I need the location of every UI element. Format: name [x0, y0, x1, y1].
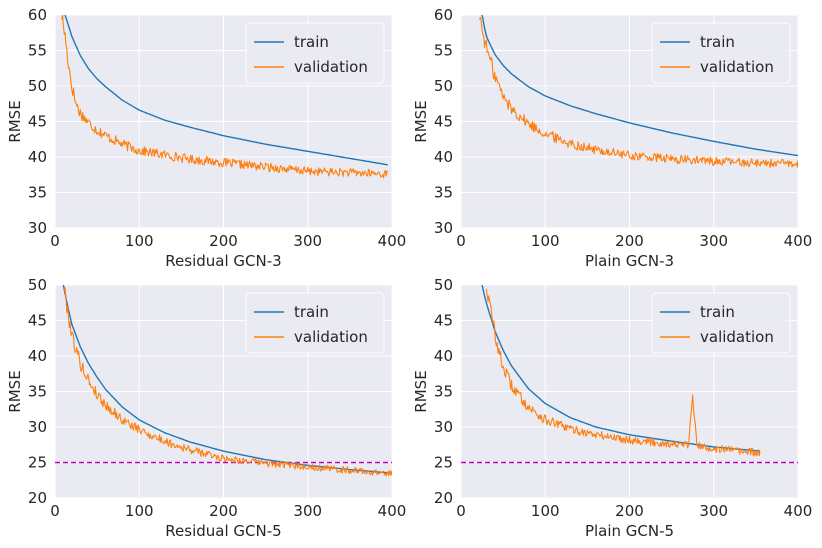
subplot-3: 0 100 200 300 400 20 25 30 35 40 45 50 Residual GCN-… [6, 276, 406, 540]
y-axis-label: RMSE [412, 370, 430, 412]
subplot-2: 0 100 200 300 400 30 35 40 45 50 55 60 Plain GCN-3 RM… [412, 6, 812, 270]
x-tick-label: 300 [293, 502, 322, 520]
x-tick-label: 0 [456, 502, 466, 520]
x-tick-label: 0 [50, 232, 60, 250]
x-tick-label: 300 [699, 232, 728, 250]
x-tick-label: 400 [378, 502, 407, 520]
x-tick-label: 400 [784, 502, 813, 520]
x-axis-label: Plain GCN-5 [585, 522, 674, 540]
x-tick-label: 100 [531, 502, 560, 520]
legend-box [245, 22, 385, 84]
y-tick-label: 25 [434, 454, 453, 472]
plot-lines [461, 285, 798, 464]
legend-label-train: train [294, 303, 329, 321]
x-tick-label: 100 [125, 232, 154, 250]
y-tick-label: 35 [434, 184, 453, 202]
y-tick-label: 30 [28, 418, 47, 436]
plot-lines [55, 285, 392, 477]
x-tick-label: 200 [209, 502, 238, 520]
y-tick-label: 60 [28, 6, 47, 24]
legend: train validation [651, 292, 791, 354]
x-tick-label: 200 [209, 232, 238, 250]
series-line-validation [485, 288, 761, 457]
x-tick-label: 0 [456, 232, 466, 250]
y-axis-label: RMSE [6, 370, 24, 412]
y-tick-label: 30 [28, 219, 47, 237]
y-tick-label: 30 [434, 418, 453, 436]
y-tick-label: 55 [28, 42, 47, 60]
x-tick-label: 400 [784, 232, 813, 250]
legend-label-train: train [700, 303, 735, 321]
y-tick-label: 45 [434, 113, 453, 131]
y-tick-label: 35 [28, 383, 47, 401]
legend-box [245, 292, 385, 354]
legend-box [651, 292, 791, 354]
y-tick-label: 50 [434, 276, 453, 294]
y-tick-label: 45 [28, 312, 47, 330]
y-tick-label: 40 [28, 148, 47, 166]
x-tick-label: 300 [699, 502, 728, 520]
y-tick-label: 50 [28, 77, 47, 95]
series-line-train [481, 15, 798, 157]
x-tick-label: 300 [293, 232, 322, 250]
y-tick-label: 45 [28, 113, 47, 131]
x-tick-label: 100 [531, 232, 560, 250]
legend-label-validation: validation [700, 328, 774, 346]
y-axis-label: RMSE [6, 100, 24, 142]
legend-box [651, 22, 791, 84]
x-tick-label: 200 [615, 232, 644, 250]
legend: train validation [651, 22, 791, 84]
legend: train validation [245, 292, 385, 354]
y-tick-label: 35 [434, 383, 453, 401]
subplot-4: 0 100 200 300 400 20 25 30 35 40 45 50 Plain GCN-5 RM… [412, 276, 812, 540]
y-tick-label: 40 [434, 148, 453, 166]
y-tick-label: 30 [434, 219, 453, 237]
y-tick-label: 50 [28, 276, 47, 294]
series-line-validation [62, 287, 392, 477]
y-tick-label: 20 [434, 489, 453, 507]
legend-label-validation: validation [294, 328, 368, 346]
series-line-train [481, 285, 761, 452]
y-tick-label: 40 [28, 347, 47, 365]
series-line-train [62, 285, 392, 474]
y-tick-label: 40 [434, 347, 453, 365]
series-line-validation [478, 16, 798, 169]
x-axis-label: Plain GCN-3 [585, 252, 674, 270]
x-tick-label: 0 [50, 502, 60, 520]
plot-lines [478, 15, 798, 169]
legend-label-validation: validation [700, 58, 774, 76]
y-tick-label: 55 [434, 42, 453, 60]
y-tick-label: 25 [28, 454, 47, 472]
y-tick-label: 50 [434, 77, 453, 95]
series-line-validation [61, 15, 389, 179]
x-axis-label: Residual GCN-5 [165, 522, 281, 540]
x-tick-label: 200 [615, 502, 644, 520]
y-axis-label: RMSE [412, 100, 430, 142]
subplot-1: 0 100 200 300 400 30 35 40 45 50 55 60 Residual GCN-… [6, 6, 406, 270]
legend-label-train: train [294, 33, 329, 51]
x-tick-label: 400 [378, 232, 407, 250]
y-tick-label: 60 [434, 6, 453, 24]
series-line-train [64, 15, 388, 166]
plot-lines [61, 15, 389, 179]
x-tick-label: 100 [125, 502, 154, 520]
x-axis-label: Residual GCN-3 [165, 252, 281, 270]
y-tick-label: 35 [28, 184, 47, 202]
y-tick-label: 45 [434, 312, 453, 330]
legend-label-validation: validation [294, 58, 368, 76]
legend-label-train: train [700, 33, 735, 51]
legend: train validation [245, 22, 385, 84]
y-tick-label: 20 [28, 489, 47, 507]
